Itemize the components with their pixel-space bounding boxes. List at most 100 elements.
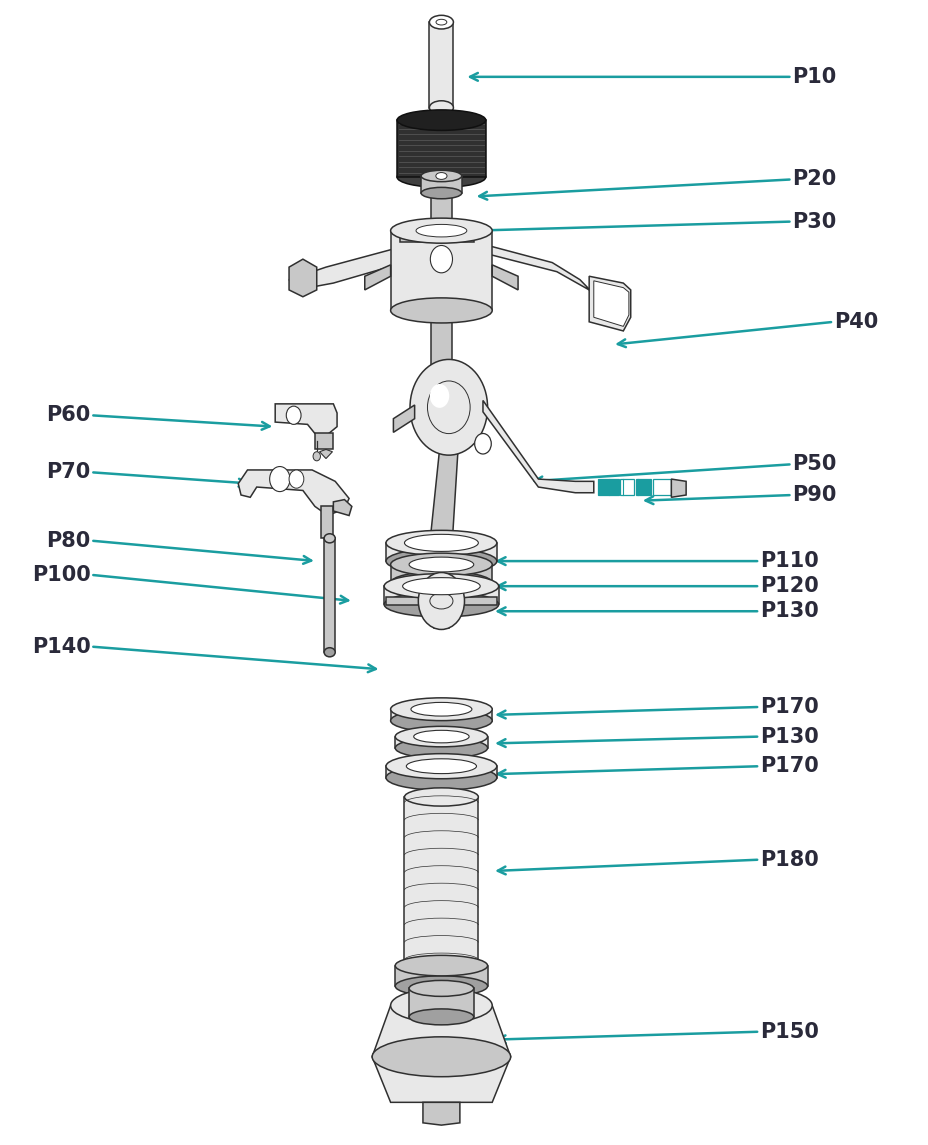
- Text: P40: P40: [833, 311, 877, 332]
- Text: P80: P80: [46, 530, 90, 551]
- Ellipse shape: [390, 697, 492, 720]
- Text: P150: P150: [759, 1021, 818, 1042]
- Polygon shape: [390, 709, 492, 720]
- Circle shape: [409, 360, 487, 455]
- Text: P90: P90: [792, 485, 836, 505]
- Polygon shape: [593, 281, 628, 326]
- Polygon shape: [396, 120, 485, 177]
- Text: P60: P60: [46, 405, 90, 425]
- Ellipse shape: [372, 1037, 510, 1076]
- Text: P10: P10: [792, 66, 836, 87]
- Text: P30: P30: [792, 212, 836, 231]
- Bar: [598, 479, 618, 495]
- Polygon shape: [422, 1103, 459, 1126]
- Ellipse shape: [435, 19, 446, 25]
- Text: P50: P50: [792, 455, 836, 474]
- Polygon shape: [333, 499, 352, 515]
- Polygon shape: [432, 230, 623, 324]
- Bar: [636, 479, 651, 495]
- Ellipse shape: [390, 553, 492, 576]
- Ellipse shape: [394, 737, 487, 758]
- Polygon shape: [386, 543, 496, 561]
- Ellipse shape: [402, 577, 480, 594]
- Ellipse shape: [408, 980, 473, 996]
- Polygon shape: [408, 988, 473, 1017]
- Polygon shape: [483, 401, 593, 492]
- Bar: [652, 479, 671, 495]
- Polygon shape: [420, 176, 461, 194]
- Circle shape: [427, 381, 470, 434]
- Bar: [619, 479, 634, 495]
- Polygon shape: [588, 276, 630, 331]
- Text: P120: P120: [759, 576, 818, 597]
- Polygon shape: [433, 574, 448, 601]
- Ellipse shape: [386, 548, 496, 574]
- Ellipse shape: [394, 726, 487, 747]
- Polygon shape: [390, 230, 492, 310]
- Ellipse shape: [386, 530, 496, 555]
- Text: P100: P100: [32, 564, 90, 585]
- Text: P20: P20: [792, 169, 836, 189]
- Ellipse shape: [384, 574, 498, 599]
- Ellipse shape: [394, 976, 487, 996]
- Ellipse shape: [420, 171, 461, 182]
- Polygon shape: [404, 797, 478, 965]
- Polygon shape: [433, 601, 448, 629]
- Polygon shape: [372, 1005, 510, 1103]
- Ellipse shape: [429, 15, 453, 29]
- Polygon shape: [315, 434, 333, 450]
- Text: P130: P130: [759, 601, 818, 622]
- Ellipse shape: [396, 167, 485, 188]
- Polygon shape: [384, 586, 498, 605]
- Polygon shape: [394, 736, 487, 748]
- Ellipse shape: [390, 298, 492, 323]
- Polygon shape: [365, 264, 390, 290]
- Ellipse shape: [390, 571, 492, 594]
- Circle shape: [474, 434, 491, 455]
- Circle shape: [418, 572, 464, 630]
- Ellipse shape: [386, 765, 496, 790]
- Text: P170: P170: [759, 697, 818, 717]
- Polygon shape: [319, 450, 332, 458]
- Ellipse shape: [408, 558, 473, 572]
- Polygon shape: [671, 479, 686, 497]
- Circle shape: [289, 469, 303, 488]
- Text: P140: P140: [32, 637, 90, 656]
- Circle shape: [430, 245, 452, 273]
- Polygon shape: [431, 194, 451, 413]
- Polygon shape: [324, 538, 335, 653]
- Polygon shape: [399, 230, 473, 242]
- Ellipse shape: [324, 648, 335, 657]
- Circle shape: [286, 406, 301, 425]
- Ellipse shape: [390, 709, 492, 732]
- Text: P110: P110: [759, 551, 818, 571]
- Circle shape: [313, 452, 320, 460]
- Polygon shape: [394, 965, 487, 986]
- Ellipse shape: [416, 224, 466, 237]
- Polygon shape: [492, 264, 518, 290]
- Ellipse shape: [420, 188, 461, 199]
- Ellipse shape: [413, 731, 469, 743]
- Ellipse shape: [435, 173, 446, 180]
- Polygon shape: [321, 506, 333, 538]
- Ellipse shape: [404, 535, 478, 552]
- Polygon shape: [386, 766, 496, 777]
- Text: P130: P130: [759, 727, 818, 747]
- Ellipse shape: [386, 753, 496, 779]
- Ellipse shape: [430, 593, 453, 609]
- Polygon shape: [390, 564, 492, 583]
- Ellipse shape: [394, 955, 487, 976]
- Ellipse shape: [396, 110, 485, 131]
- Ellipse shape: [390, 219, 492, 243]
- Text: P180: P180: [759, 850, 818, 870]
- Ellipse shape: [384, 592, 498, 617]
- Circle shape: [269, 466, 290, 491]
- Polygon shape: [289, 259, 316, 297]
- Ellipse shape: [406, 759, 476, 774]
- Polygon shape: [393, 405, 414, 433]
- Polygon shape: [429, 22, 453, 108]
- Ellipse shape: [410, 702, 471, 716]
- Polygon shape: [386, 598, 441, 605]
- Polygon shape: [441, 598, 496, 605]
- Text: P70: P70: [46, 463, 90, 482]
